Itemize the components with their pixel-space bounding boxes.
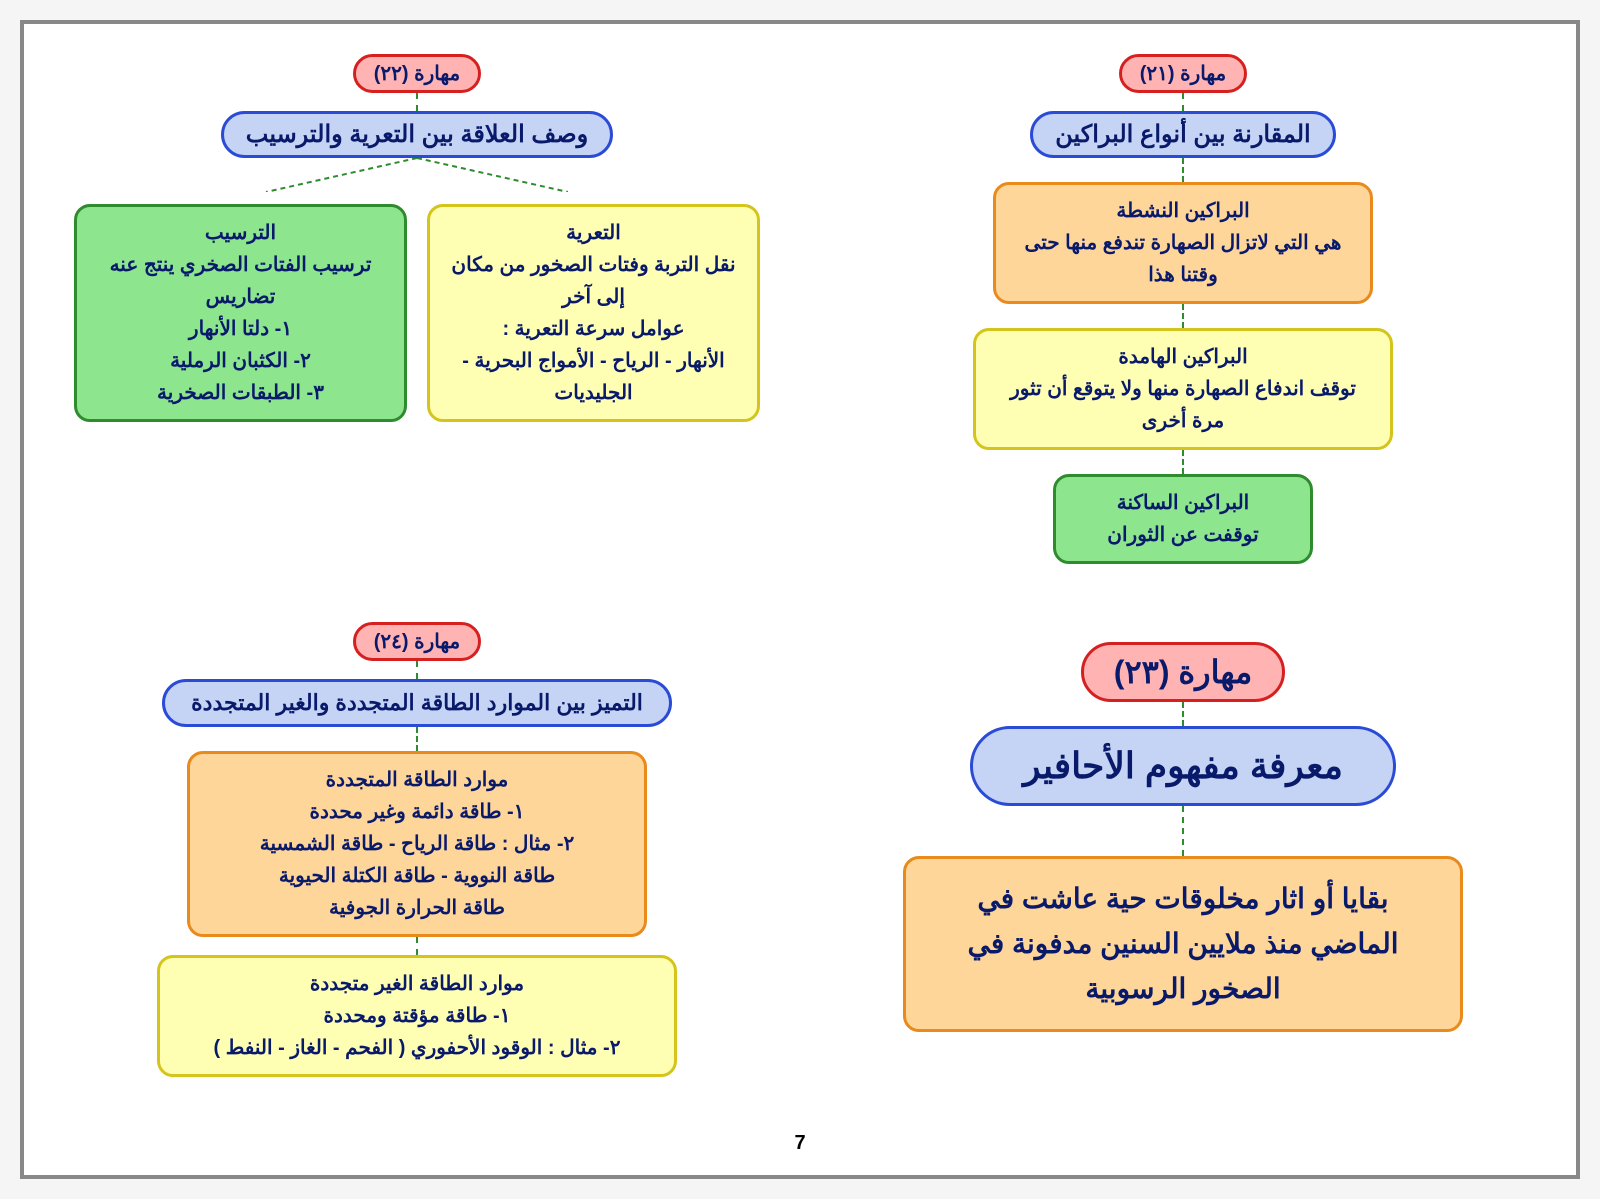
connector — [416, 937, 418, 955]
page-frame: مهارة (٢١) المقارنة بين أنواع البراكين ا… — [20, 20, 1580, 1179]
connector — [416, 661, 418, 679]
skill-badge-23: مهارة (٢٣) — [1081, 642, 1285, 702]
page-number: 7 — [794, 1132, 805, 1155]
connector — [1182, 806, 1184, 856]
skill-badge-22: مهارة (٢٢) — [353, 54, 482, 93]
section-23-title: معرفة مفهوم الأحافير — [970, 726, 1396, 806]
skill-badge-24: مهارة (٢٤) — [353, 622, 482, 661]
connector — [1182, 158, 1184, 182]
volcano-active-box: البراكين النشطة هي التي لاتزال الصهارة ت… — [993, 182, 1373, 304]
connector — [1182, 702, 1184, 726]
branch-connectors — [74, 158, 760, 192]
skill-badge-21: مهارة (٢١) — [1119, 54, 1248, 93]
nonrenewable-energy-box: موارد الطاقة الغير متجددة ١- طاقة مؤقتة … — [157, 955, 677, 1077]
connector — [1182, 93, 1184, 111]
connector — [416, 93, 418, 111]
volcano-extinct-box: البراكين الساكنة توقفت عن الثوران — [1053, 474, 1313, 564]
section-24-title: التميز بين الموارد الطاقة المتجددة والغي… — [162, 679, 672, 727]
diagram-grid: مهارة (٢١) المقارنة بين أنواع البراكين ا… — [74, 54, 1526, 1105]
volcano-dormant-box: البراكين الهامدة توقف اندفاع الصهارة منه… — [973, 328, 1393, 450]
section-22: مهارة (٢٢) وصف العلاقة بين التعرية والتر… — [74, 54, 760, 592]
erosion-deposition-row: التعرية نقل التربة وفتات الصخور من مكان … — [74, 204, 760, 422]
section-23: مهارة (٢٣) معرفة مفهوم الأحافير بقايا أو… — [840, 622, 1526, 1105]
section-22-title: وصف العلاقة بين التعرية والترسيب — [221, 111, 613, 158]
connector — [1182, 450, 1184, 474]
erosion-box: التعرية نقل التربة وفتات الصخور من مكان … — [427, 204, 760, 422]
section-24: مهارة (٢٤) التميز بين الموارد الطاقة الم… — [74, 622, 760, 1105]
renewable-energy-box: موارد الطاقة المتجددة ١- طاقة دائمة وغير… — [187, 751, 647, 937]
connector — [1182, 304, 1184, 328]
section-21: مهارة (٢١) المقارنة بين أنواع البراكين ا… — [840, 54, 1526, 592]
section-21-title: المقارنة بين أنواع البراكين — [1030, 111, 1335, 158]
deposition-box: الترسيب ترسيب الفتات الصخري ينتج عنه تضا… — [74, 204, 407, 422]
connector — [416, 727, 418, 751]
fossil-definition-box: بقايا أو اثار مخلوقات حية عاشت في الماضي… — [903, 856, 1463, 1032]
